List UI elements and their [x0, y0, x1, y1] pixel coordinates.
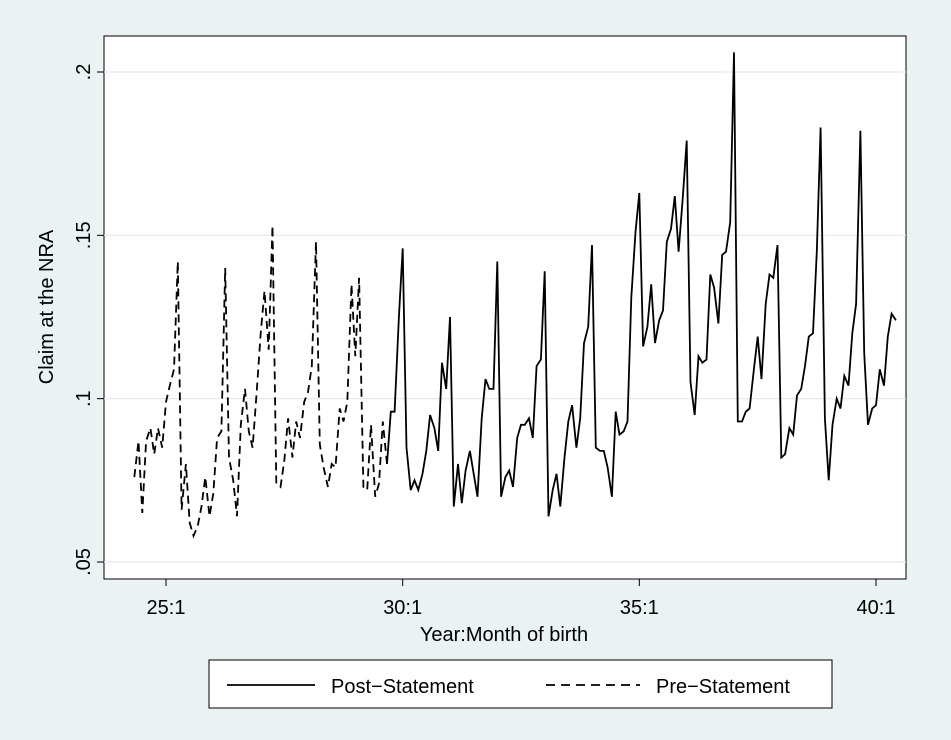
legend: Post−Statement Pre−Statement — [208, 659, 833, 709]
legend-label-pre-statement: Pre−Statement — [656, 676, 790, 698]
series-layer — [133, 52, 897, 539]
legend-label-post-statement: Post−Statement — [331, 676, 474, 698]
y-tick-label: .1 — [73, 390, 95, 407]
legend-box — [208, 659, 833, 709]
x-tick-label: 40:1 — [857, 597, 896, 619]
y-tick-label: .2 — [73, 64, 95, 81]
y-axis-title: Claim at the NRA — [36, 229, 58, 384]
series-line-pre-statement — [133, 225, 388, 539]
x-axis-title: Year:Month of birth — [420, 624, 588, 646]
x-tick-label: 25:1 — [147, 597, 186, 619]
x-axis: 25:1 30:1 35:1 40:1 — [147, 579, 896, 619]
series-line-post-statement — [386, 52, 897, 517]
y-tick-label: .05 — [73, 548, 95, 576]
x-tick-label: 35:1 — [620, 597, 659, 619]
x-tick-label: 30:1 — [383, 597, 422, 619]
y-tick-label: .15 — [73, 221, 95, 249]
y-axis: .05 .1 .15 .2 — [73, 64, 104, 576]
gridlines — [104, 71, 906, 563]
